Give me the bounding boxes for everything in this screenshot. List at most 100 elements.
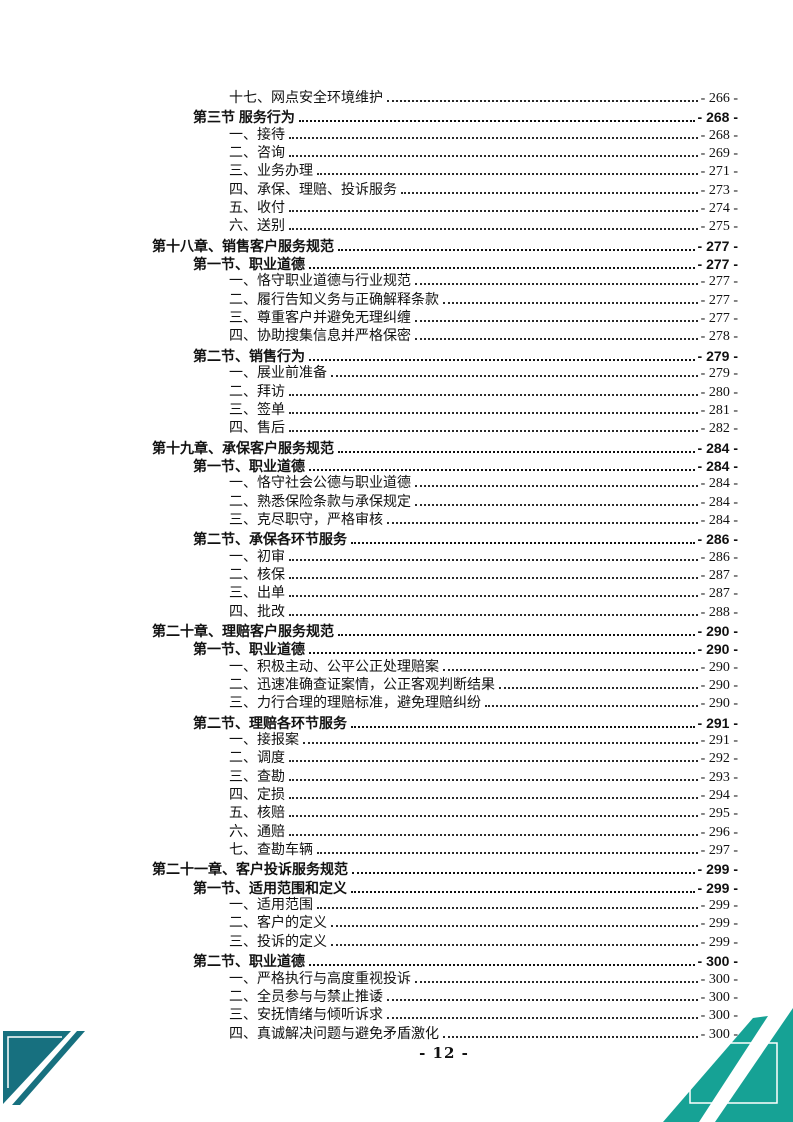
toc-entry-label: 一、适用范围 <box>229 898 313 914</box>
toc-entry: 三、签单 - 281 - <box>150 402 738 420</box>
toc-dot-leader <box>289 430 698 433</box>
toc-entry: 第一节、适用范围和定义 - 299 - <box>150 879 738 897</box>
toc-dot-leader <box>289 576 698 579</box>
toc-entry: 一、严格执行与高度重视投诉 - 300 - <box>150 971 738 989</box>
toc-entry: 第二节、承保各环节服务 - 286 - <box>150 530 738 548</box>
toc-entry: 第一节、职业道德 - 284 - <box>150 457 738 475</box>
toc-entry: 第二节、职业道德 - 300 - <box>150 952 738 970</box>
toc-dot-leader <box>499 687 698 689</box>
toc-entry: 六、通赔 - 296 - <box>150 824 738 842</box>
toc-entry-page: - 286 - <box>697 531 738 548</box>
toc-dot-leader <box>309 468 695 471</box>
toc-dot-leader <box>387 100 698 102</box>
toc-entry-label: 二、客户的定义 <box>229 916 327 932</box>
toc-entry: 四、真诚解决问题与避免矛盾激化 - 300 - <box>150 1026 738 1044</box>
toc-dot-leader <box>317 852 698 855</box>
toc-entry-page: - 300 - <box>697 953 738 970</box>
toc-entry-label: 四、承保、理赔、投诉服务 <box>229 182 397 198</box>
toc-dot-leader <box>338 248 695 251</box>
bottom-left-diagonal-strip <box>12 1031 85 1105</box>
toc-entry-page: - 288 - <box>700 604 738 620</box>
toc-dot-leader <box>289 155 698 158</box>
toc-entry: 三、安抚情绪与倾听诉求 - 300 - <box>150 1007 738 1025</box>
toc-entry-label: 第二节、职业道德 <box>193 953 305 970</box>
toc-entry: 第一节、职业道德 - 277 - <box>150 255 738 273</box>
toc-entry-page: - 287 - <box>700 586 738 602</box>
toc-entry-label: 二、核保 <box>229 567 285 583</box>
toc-entry-page: - 282 - <box>700 421 738 437</box>
toc-entry-page: - 268 - <box>697 109 738 126</box>
toc-dot-leader <box>289 136 698 139</box>
toc-entry: 一、接报案 - 291 - <box>150 732 738 750</box>
toc-entry-label: 五、收付 <box>229 201 285 217</box>
toc-entry-page: - 277 - <box>697 256 738 273</box>
toc-dot-leader <box>415 485 698 488</box>
toc-entry: 第十八章、销售客户服务规范 - 277 - <box>150 237 738 255</box>
toc-entry-page: - 290 - <box>700 678 738 693</box>
toc-entry-label: 二、履行告知义务与正确解释条款 <box>229 292 439 308</box>
toc-dot-leader <box>352 872 695 875</box>
toc-dot-leader <box>387 521 698 524</box>
toc-entry-page: - 300 - <box>700 989 738 1005</box>
toc-entry-page: - 295 - <box>700 806 738 822</box>
toc-entry-label: 四、协助搜集信息并严格保密 <box>229 329 411 345</box>
toc-entry-page: - 287 - <box>700 567 738 583</box>
toc-entry-label: 第一节、职业道德 <box>193 641 305 658</box>
toc-entry-page: - 266 - <box>700 91 738 106</box>
toc-dot-leader <box>289 228 698 231</box>
toc-dot-leader <box>289 613 698 616</box>
toc-entry-label: 第二节、销售行为 <box>193 347 305 364</box>
toc-dot-leader <box>338 633 695 636</box>
toc-entry-page: - 300 - <box>700 971 738 987</box>
toc-entry-label: 三、签单 <box>229 402 285 418</box>
toc-entry-page: - 299 - <box>700 898 738 914</box>
toc-entry: 五、收付 - 274 - <box>150 200 738 218</box>
toc-dot-leader <box>289 210 698 213</box>
toc-entry-label: 一、接报案 <box>229 733 299 749</box>
toc-dot-leader <box>289 411 698 414</box>
toc-dot-leader <box>289 815 698 818</box>
toc-entry: 二、全员参与与禁止推诿 - 300 - <box>150 989 738 1007</box>
toc-dot-leader <box>331 943 698 946</box>
toc-entry-label: 三、力行合理的理赔标准，避免理赔纠纷 <box>229 696 481 712</box>
toc-entry-page: - 279 - <box>700 366 738 382</box>
toc-entry: 四、协助搜集信息并严格保密 - 278 - <box>150 328 738 346</box>
toc-dot-leader <box>415 338 698 341</box>
toc-dot-leader <box>485 705 698 708</box>
toc-entry: 四、售后 - 282 - <box>150 420 738 438</box>
toc-dot-leader <box>289 833 698 836</box>
toc-entry: 二、咨询 - 269 - <box>150 145 738 163</box>
toc-entry-label: 三、克尽职守，严格审核 <box>229 512 383 528</box>
toc-dot-leader <box>415 283 698 286</box>
toc-entry-page: - 291 - <box>700 733 738 749</box>
toc-entry-label: 第二节、理赔各环节服务 <box>193 714 347 731</box>
toc-entry-page: - 291 - <box>697 714 738 731</box>
toc-dot-leader <box>351 890 695 893</box>
toc-entry-page: - 297 - <box>700 843 738 859</box>
toc-dot-leader <box>317 173 698 176</box>
toc-entry: 第十九章、承保客户服务规范 - 284 - <box>150 439 738 457</box>
toc-entry-page: - 284 - <box>700 512 738 528</box>
toc-entry-page: - 284 - <box>697 457 738 474</box>
toc-entry-page: - 290 - <box>697 641 738 658</box>
toc-entry-label: 第一节、职业道德 <box>193 256 305 273</box>
toc-entry: 二、核保 - 287 - <box>150 567 738 585</box>
toc-entry: 三、查勘 - 293 - <box>150 769 738 787</box>
toc-entry-label: 六、送别 <box>229 219 285 235</box>
toc-entry: 一、恪守社会公德与职业道德 - 284 - <box>150 475 738 493</box>
toc-entry: 三、出单 - 287 - <box>150 585 738 603</box>
toc-entry: 一、初审 - 286 - <box>150 549 738 567</box>
table-of-contents: 十七、网点安全环境维护 - 266 - 第三节 服务行为 - 268 - 一、接… <box>150 90 738 1044</box>
toc-dot-leader <box>331 375 698 378</box>
toc-entry-label: 十七、网点安全环境维护 <box>229 91 383 106</box>
toc-entry-label: 二、咨询 <box>229 146 285 162</box>
toc-entry-label: 二、拜访 <box>229 384 285 400</box>
toc-entry-page: - 296 - <box>700 824 738 840</box>
bottom-left-triangle-decoration <box>3 1031 85 1105</box>
toc-entry-page: - 277 - <box>700 311 738 327</box>
toc-entry: 二、履行告知义务与正确解释条款 - 277 - <box>150 292 738 310</box>
toc-entry-label: 一、展业前准备 <box>229 366 327 382</box>
toc-dot-leader <box>309 964 695 967</box>
toc-entry: 一、积极主动、公平公正处理赔案 - 290 - <box>150 659 738 677</box>
